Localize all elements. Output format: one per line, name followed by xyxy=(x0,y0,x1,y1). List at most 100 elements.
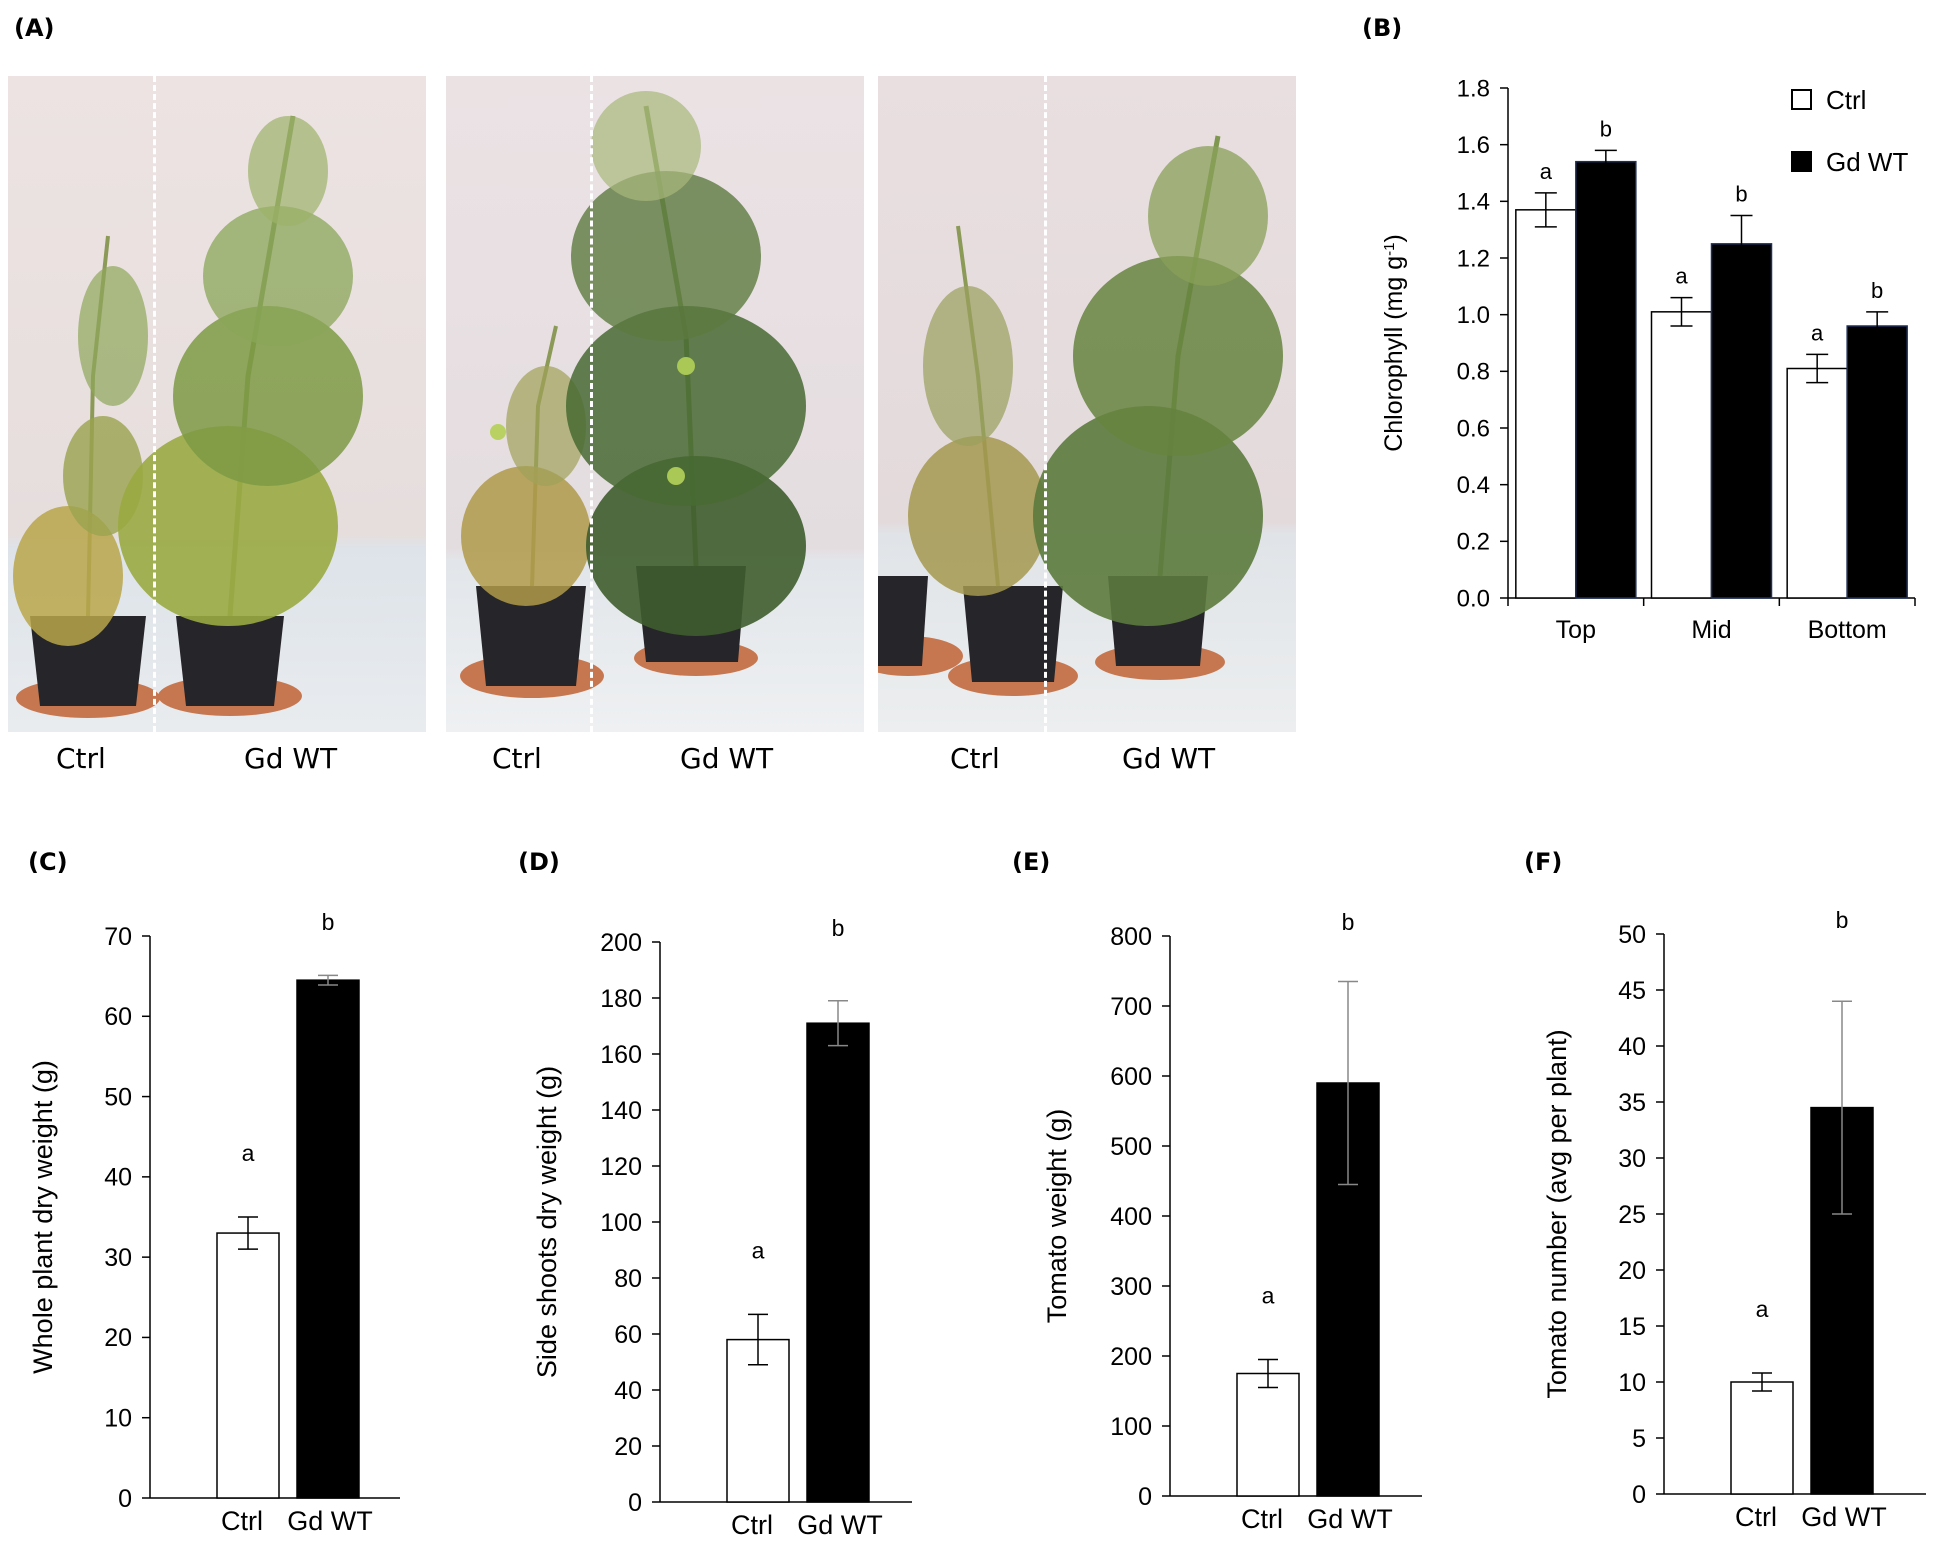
y-tick-label: 500 xyxy=(1110,1133,1152,1161)
y-axis-label-e: Tomato weight (g) xyxy=(1042,1109,1072,1324)
significance-letter: b xyxy=(1600,116,1612,141)
significance-letter: b xyxy=(1836,907,1849,933)
chart-e-tomato-weight: 0 100 200 300 400 500 600 700 800 Tomato weight (… xyxy=(1042,909,1422,1534)
bar-gdwt-bottom xyxy=(1846,325,1908,599)
bar-gdwt-top xyxy=(1575,160,1637,599)
x-tick-label-mid: Mid xyxy=(1691,616,1731,644)
chart-b-chlorophyll: 0.0 0.2 0.4 0.6 0.8 1.0 1.2 1.4 1.6 1.8 Chlorophyl… xyxy=(1380,75,1916,644)
y-tick-label: 0.6 xyxy=(1457,415,1490,442)
panel-label-b: (B) xyxy=(1362,14,1403,42)
bar-gdwt xyxy=(806,1022,870,1503)
y-axis-label-superscript: -1 xyxy=(1381,243,1398,256)
y-tick-label: 200 xyxy=(600,929,642,957)
y-tick-label: 0 xyxy=(1138,1483,1152,1511)
plant-photo-2 xyxy=(446,76,864,732)
x-tick-label-ctrl: Ctrl xyxy=(221,1506,263,1536)
bar-gdwt xyxy=(1810,1106,1874,1495)
photo3-label-gdwt: Gd WT xyxy=(1122,742,1216,775)
y-tick-label: 600 xyxy=(1110,1063,1152,1091)
y-tick-label: 0 xyxy=(1632,1481,1646,1509)
y-axis-label-b: Chlorophyll (mg g-1) xyxy=(1380,234,1408,452)
legend-label-gdwt: Gd WT xyxy=(1826,147,1908,177)
x-tick-label-gdwt: Gd WT xyxy=(1307,1504,1393,1534)
chart-f-tomato-number: 0 5 10 15 20 25 30 35 40 45 50 Tomato number (avg p… xyxy=(1542,907,1926,1532)
y-tick-label: 35 xyxy=(1618,1089,1646,1117)
y-tick-label: 40 xyxy=(614,1377,642,1405)
x-tick-label-top: Top xyxy=(1556,616,1596,644)
bar-ctrl-top xyxy=(1515,209,1577,599)
photo3-label-ctrl: Ctrl xyxy=(950,742,1000,775)
significance-letter: b xyxy=(322,909,335,935)
x-tick-label-ctrl: Ctrl xyxy=(1735,1502,1777,1532)
y-tick-label: 30 xyxy=(104,1244,132,1272)
y-tick-label: 50 xyxy=(1618,921,1646,949)
bar-ctrl xyxy=(1236,1372,1300,1497)
x-tick-label-ctrl: Ctrl xyxy=(1241,1504,1283,1534)
x-tick-label-bottom: Bottom xyxy=(1808,616,1887,644)
bar-ctrl xyxy=(726,1338,790,1503)
x-tick-label-ctrl: Ctrl xyxy=(731,1510,773,1540)
y-axis-label-f: Tomato number (avg per plant) xyxy=(1542,1029,1572,1398)
y-tick-label: 180 xyxy=(600,985,642,1013)
y-tick-label: 40 xyxy=(1618,1033,1646,1061)
significance-letter: b xyxy=(832,915,845,941)
y-tick-label: 20 xyxy=(104,1324,132,1352)
significance-letter: a xyxy=(242,1140,255,1166)
y-tick-label: 1.6 xyxy=(1457,132,1490,159)
photo1-label-gdwt: Gd WT xyxy=(244,742,338,775)
y-tick-label: 140 xyxy=(600,1097,642,1125)
panel-label-e: (E) xyxy=(1012,848,1051,876)
photo1-label-ctrl: Ctrl xyxy=(56,742,106,775)
y-tick-label: 300 xyxy=(1110,1273,1152,1301)
y-tick-label: 10 xyxy=(1618,1369,1646,1397)
x-tick-label-gdwt: Gd WT xyxy=(1801,1502,1887,1532)
bar-ctrl-bottom xyxy=(1786,367,1848,599)
plant-photo-3-image xyxy=(878,76,1296,732)
y-tick-label: 0.4 xyxy=(1457,472,1490,499)
photo2-label-ctrl: Ctrl xyxy=(492,742,542,775)
plant-photo-3 xyxy=(878,76,1296,732)
y-tick-label: 60 xyxy=(104,1003,132,1031)
panel-label-c: (C) xyxy=(28,848,68,876)
panel-label-d: (D) xyxy=(518,848,560,876)
y-tick-label: 80 xyxy=(614,1265,642,1293)
y-tick-label: 45 xyxy=(1618,977,1646,1005)
y-tick-label: 0.2 xyxy=(1457,529,1490,556)
y-tick-label: 0.8 xyxy=(1457,359,1490,386)
y-tick-label: 1.0 xyxy=(1457,302,1490,329)
y-tick-label: 25 xyxy=(1618,1201,1646,1229)
y-tick-label: 120 xyxy=(600,1153,642,1181)
significance-letter: b xyxy=(1735,182,1747,207)
plant-photo-1-image xyxy=(8,76,426,732)
y-tick-label: 20 xyxy=(614,1433,642,1461)
significance-letter: a xyxy=(1262,1283,1275,1309)
y-tick-label: 160 xyxy=(600,1041,642,1069)
significance-letter: a xyxy=(1675,264,1688,289)
y-tick-label: 700 xyxy=(1110,993,1152,1021)
y-tick-label: 100 xyxy=(600,1209,642,1237)
y-tick-label: 60 xyxy=(614,1321,642,1349)
y-tick-label: 30 xyxy=(1618,1145,1646,1173)
y-tick-label: 800 xyxy=(1110,923,1152,951)
significance-letter: a xyxy=(1811,320,1824,345)
y-tick-label: 50 xyxy=(104,1083,132,1111)
significance-letter: a xyxy=(1540,159,1553,184)
panel-label-f: (F) xyxy=(1524,848,1563,876)
y-tick-label: 0 xyxy=(628,1489,642,1517)
significance-letter: a xyxy=(752,1237,765,1263)
y-tick-label: 1.4 xyxy=(1457,189,1490,216)
bar-ctrl xyxy=(216,1232,280,1499)
photo2-label-gdwt: Gd WT xyxy=(680,742,774,775)
significance-letter: a xyxy=(1756,1296,1769,1322)
bar-ctrl-mid xyxy=(1650,311,1713,599)
y-tick-label: 5 xyxy=(1632,1425,1646,1453)
significance-letter: b xyxy=(1342,909,1355,935)
y-tick-label: 0.0 xyxy=(1457,585,1490,612)
bar-gdwt-mid xyxy=(1710,243,1773,599)
y-axis-label-c: Whole plant dry weight (g) xyxy=(28,1060,58,1374)
y-tick-label: 15 xyxy=(1618,1313,1646,1341)
y-tick-label: 10 xyxy=(104,1404,132,1432)
y-tick-label: 100 xyxy=(1110,1413,1152,1441)
y-tick-label: 1.2 xyxy=(1457,245,1490,272)
bar-gdwt xyxy=(296,979,360,1499)
